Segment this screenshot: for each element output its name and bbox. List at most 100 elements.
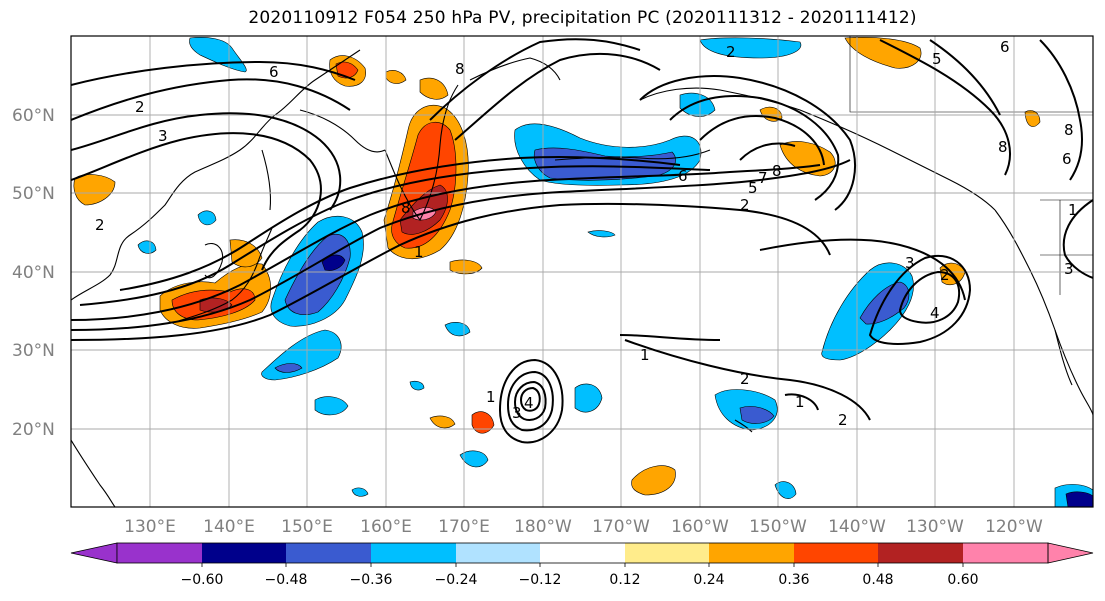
shade-negative-nepac2 [859,281,910,325]
shade-negative-st9 [409,380,425,391]
precip-shading [73,37,1093,507]
pv-contour-ne-4 [1062,199,1093,279]
shade-negative-aleutian-2 [533,147,676,181]
contour-label: 1 [640,346,650,364]
lat-label: 30°N [12,341,55,361]
pv-contour-ne-1 [879,39,1011,176]
coast-baja [1054,329,1073,386]
contour-labels: 6 2 3 2 8 6 2 5 8 7 6 5 2 8 8 6 8 3 1 2 … [95,38,1078,429]
pv-contour-ridge-2 [71,60,356,86]
coast-asia [71,49,361,301]
pv-contour-aleut-1 [429,38,641,121]
shade-negative-asia2 [137,240,157,254]
pv-contour-ridge-1 [71,78,351,121]
graticule [71,36,1093,507]
pv-contour-gulf-2 [669,95,840,201]
shade-positive-ne2 [1024,110,1041,127]
figure-title: 2020110912 F054 250 hPa PV, precipitatio… [248,8,917,28]
coast-sakhalin [261,149,272,211]
pv-contour-subtrop-2 [759,238,966,301]
colorbar-tick-label: 0.24 [693,572,724,588]
pv-contour-cutoff-2 [898,270,960,324]
colorbar-segment [794,543,878,563]
shade-negative-st8 [587,230,616,238]
lat-label: 20°N [12,420,55,440]
pv-contour-subtrop-3 [784,393,819,411]
contour-label: 3 [158,127,168,145]
contour-label: 2 [838,411,848,429]
pv-contour-gulf-3 [699,115,825,166]
colorbar-segment [963,543,1048,563]
colorbar-segment [286,543,371,563]
colorbar-high-extend [1047,542,1094,564]
colorbar-segment [371,543,456,563]
pv-contour-trough-1 [71,132,322,271]
shade-negative-asia1 [197,210,217,226]
contour-label: 6 [1062,150,1072,168]
shade-positive-top2 [419,77,449,100]
pv-contour-jet-1 [71,202,831,341]
lon-label: 140°E [203,517,255,537]
pv-contour-low-3 [513,380,547,421]
colorbar-tick-label: 0.36 [778,572,809,588]
contour-label: 3 [512,404,522,422]
pv-contour-low-1 [498,358,564,444]
lon-label: 140°W [828,517,886,537]
contour-label: 5 [748,179,758,197]
shade-negative-st2 [574,383,603,413]
lon-label: 150°E [281,517,333,537]
contour-label: 8 [455,60,465,78]
colorbar-segment [456,543,540,563]
contour-label: 4 [930,304,940,322]
colorbar-tick-label: 0.12 [609,572,640,588]
pv-contour-jet-2 [71,159,851,331]
pv-contours [71,38,1093,444]
pv-contour-cutoff-1 [868,254,972,345]
shade-positive-ne [844,37,922,69]
contour-label: 3 [905,254,915,272]
lon-label: 130°W [906,517,964,537]
contour-label: 3 [1064,260,1074,278]
shade-negative-st10 [351,487,369,497]
shade-negative-st7b [1065,491,1093,507]
lon-label: 120°W [985,517,1043,537]
contour-label: 2 [135,98,145,116]
contour-label: 8 [998,138,1008,156]
lat-label: 40°N [12,263,55,283]
contour-label: 4 [524,394,534,412]
pv-contour-low-2 [506,370,554,432]
pv-contour-gulf-4 [739,142,796,161]
pv-contour-hi-1 [619,334,721,341]
colorbar-frame [116,542,1049,564]
coast-hawaii [734,419,753,433]
shade-negative-s1b [274,363,303,373]
lon-label: 130°E [124,517,176,537]
contour-label: 8 [772,162,782,180]
contour-label: 1 [486,388,496,406]
contour-label: 1 [1068,201,1078,219]
pv-contour-ne-2 [929,39,1001,116]
lon-label: 180°W [514,517,572,537]
colorbar-tick-label: −0.48 [265,572,308,588]
pv-contour-jet-4 [79,165,711,306]
contour-label: 7 [758,169,768,187]
pv-contour-jet-3 [71,164,821,321]
shade-positive-st1 [631,465,676,496]
colorbar-tick-labels: −0.60 −0.48 −0.36 −0.24 −0.12 0.12 0.24 … [181,572,979,588]
lon-label: 150°W [749,517,807,537]
shade-negative-st1b [739,406,775,424]
shade-negative-st6 [774,481,797,499]
shade-positive-st2 [471,411,495,434]
contour-label: 1 [414,243,424,261]
colorbar-tick-label: 0.60 [947,572,978,588]
contour-label: 8 [1064,121,1074,139]
colorbar-tick-label: −0.12 [519,572,562,588]
colorbar-tick-label: −0.36 [350,572,393,588]
contour-label: 6 [1000,38,1010,56]
lon-label: 170°E [438,517,490,537]
contour-label: 6 [678,167,688,185]
pv-contour-subtrop-1 [624,339,871,421]
colorbar-segment [709,543,794,563]
lon-label: 170°W [592,517,650,537]
